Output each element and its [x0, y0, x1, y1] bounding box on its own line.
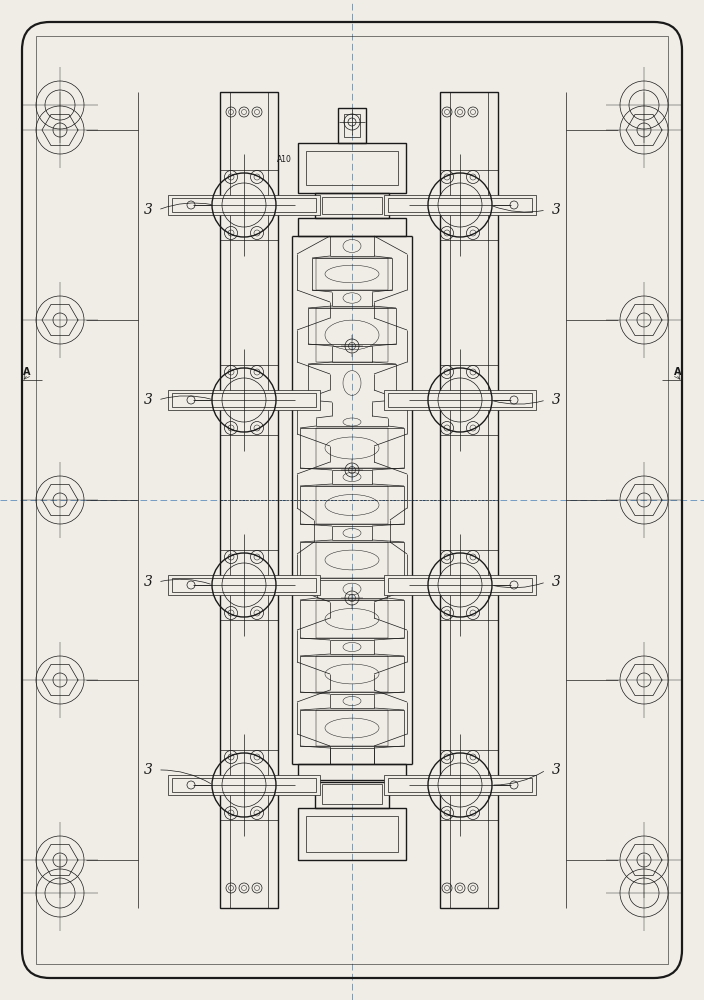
Bar — [172, 393, 316, 407]
Text: 3: 3 — [551, 393, 560, 407]
Bar — [168, 775, 320, 795]
Bar — [322, 197, 382, 214]
Text: 3: 3 — [144, 393, 153, 407]
Bar — [316, 542, 388, 578]
Bar — [316, 258, 388, 290]
Text: 3: 3 — [551, 763, 560, 777]
Bar — [316, 656, 388, 692]
Bar — [172, 778, 316, 792]
Bar — [298, 808, 406, 860]
Text: 3: 3 — [551, 203, 560, 217]
Text: 3: 3 — [144, 203, 153, 217]
Text: A: A — [674, 367, 681, 377]
Bar — [388, 393, 532, 407]
Bar — [220, 92, 278, 908]
Bar — [384, 775, 536, 795]
Bar — [344, 114, 360, 137]
Bar — [315, 780, 389, 808]
Bar — [388, 198, 532, 212]
Bar — [384, 195, 536, 215]
Bar — [315, 193, 389, 218]
Bar — [298, 218, 406, 236]
Bar — [440, 92, 498, 908]
Bar — [168, 575, 320, 595]
Text: A: A — [23, 367, 31, 377]
Bar — [388, 778, 532, 792]
Bar — [168, 195, 320, 215]
Text: 3: 3 — [144, 763, 153, 777]
Bar — [316, 486, 388, 524]
Bar — [384, 575, 536, 595]
Text: 3: 3 — [551, 575, 560, 589]
Bar — [172, 198, 316, 212]
Bar — [298, 764, 406, 782]
Text: A10: A10 — [277, 155, 291, 164]
Bar — [338, 108, 366, 143]
Bar — [322, 784, 382, 804]
Bar — [306, 151, 398, 185]
Bar — [172, 578, 316, 592]
Bar — [36, 36, 668, 964]
Bar — [316, 710, 388, 746]
Bar — [316, 428, 388, 468]
Bar — [168, 390, 320, 410]
Bar — [384, 390, 536, 410]
Text: 3: 3 — [144, 575, 153, 589]
Bar — [306, 816, 398, 852]
Bar — [316, 308, 388, 362]
Bar — [388, 578, 532, 592]
Bar — [316, 600, 388, 638]
Bar — [298, 143, 406, 193]
